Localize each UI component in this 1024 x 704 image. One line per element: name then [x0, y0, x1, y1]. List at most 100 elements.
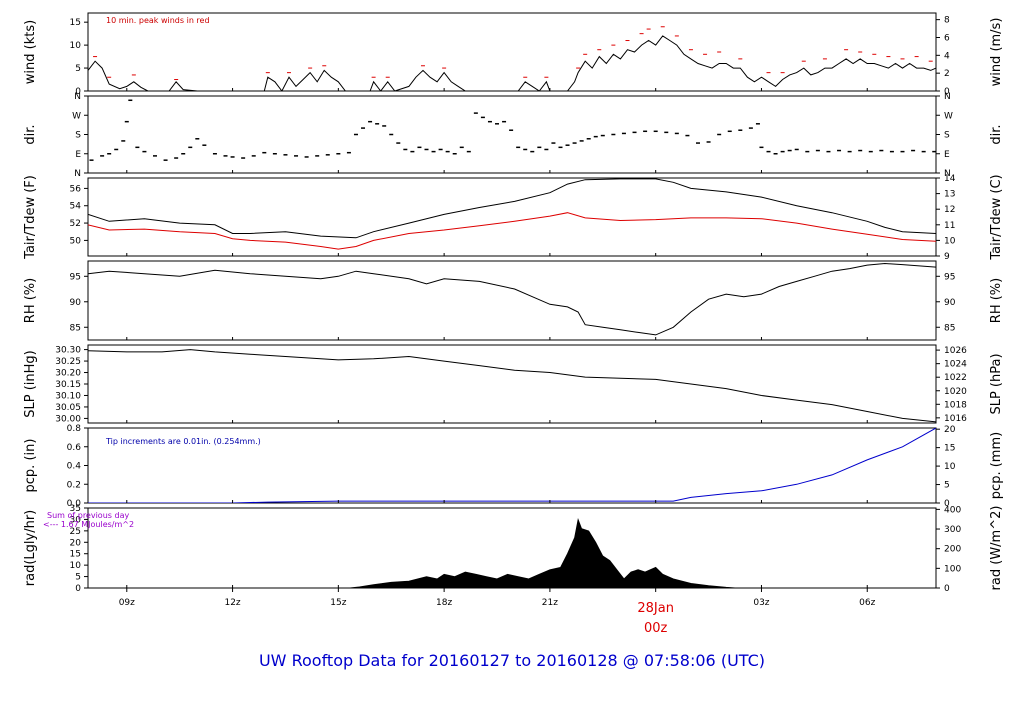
panel-frame: [87, 260, 937, 341]
panel-temp: 50 52 54 56 9 10 11 12 13 14 Tair/Tdew (F) Tair/Tde…: [23, 174, 1004, 262]
y-tick-label-left: 0: [75, 87, 81, 97]
y-tick-label-right: 15: [944, 444, 955, 454]
y-tick-label-right: 1026: [944, 346, 967, 356]
series-line-pcp: [88, 428, 936, 503]
y-axis-label-right: SLP (hPa): [989, 353, 1004, 414]
y-tick-label-left: W: [72, 111, 81, 121]
y-tick-label-left: 10: [70, 561, 82, 571]
y-tick-label-right: 200: [944, 545, 961, 555]
y-tick-label-left: 95: [70, 272, 81, 282]
y-tick-label-left: 0.6: [67, 443, 82, 453]
series-line-wind: [88, 35, 936, 91]
y-axis-label-left: SLP (inHg): [23, 350, 38, 418]
y-tick-label-right: N: [944, 92, 951, 102]
x-tick-label: 21z: [542, 598, 558, 608]
panel-rh-data: [88, 262, 936, 336]
y-tick-label-right: 20: [944, 425, 956, 435]
y-axis-label-right: dir.: [989, 124, 1004, 144]
y-tick-label-left: 0.8: [67, 424, 82, 434]
y-tick-label-left: S: [75, 131, 81, 141]
y-tick-label-left: 90: [70, 298, 82, 308]
y-tick-label-left: 0.4: [67, 462, 82, 472]
y-tick-label-right: 85: [944, 323, 955, 333]
y-tick-label-left: 30.15: [55, 380, 81, 390]
panel-rh: 85 90 95 85 90 95 RH (%) RH (%): [23, 260, 1004, 341]
date-label-day: 28Jan: [637, 601, 674, 616]
x-tick-label: 12z: [224, 598, 240, 608]
date-label-hour: 00z: [644, 621, 668, 636]
y-tick-label-left: 20: [70, 538, 82, 548]
rad-area: [88, 517, 936, 588]
pcp-annotation: Tip increments are 0.01in. (0.254mm.): [105, 437, 261, 446]
series-line-temp-tdew: [88, 212, 936, 250]
series-line-slp: [88, 349, 936, 423]
y-axis-label-right: Tair/Tdew (C): [989, 174, 1004, 260]
y-tick-label-left: 30.20: [55, 369, 81, 379]
y-tick-label-left: 15: [70, 550, 81, 560]
y-tick-label-left: 5: [75, 573, 81, 583]
y-tick-label-left: 52: [70, 219, 81, 229]
panel-frame: [87, 344, 937, 424]
y-tick-label-right: 10: [944, 236, 956, 246]
y-axis-label-left: RH (%): [23, 278, 38, 323]
y-tick-label-right: 1016: [944, 414, 967, 424]
y-tick-label-right: 8: [944, 16, 950, 26]
series-line-temp-tair: [88, 178, 936, 239]
panel-temp-data: [88, 178, 936, 250]
y-axis-label-right: wind (m/s): [989, 18, 1004, 87]
chart-title: UW Rooftop Data for 20160127 to 20160128…: [259, 651, 765, 670]
x-tick-label: 18z: [436, 598, 452, 608]
y-tick-label-right: 1022: [944, 373, 967, 383]
y-tick-label-right: 2: [944, 69, 950, 79]
y-tick-label-left: N: [74, 92, 81, 102]
y-tick-label-left: 56: [70, 184, 82, 194]
wind-annotation: 10 min. peak winds in red: [106, 16, 210, 25]
y-tick-label-left: 5: [75, 64, 81, 74]
y-tick-label-left: 30.05: [55, 403, 81, 413]
y-tick-label-left: E: [75, 150, 81, 160]
panel-frame: [87, 95, 937, 174]
y-tick-label-right: 0: [944, 584, 950, 594]
y-axis-label-left: rad(Lgly/hr): [23, 510, 38, 586]
panel-wind: 0 5 10 15 0 2 4 6 8 wind (kts) wind (m/s) 10 min. p…: [23, 12, 1004, 97]
y-tick-label-left: 30.00: [55, 414, 81, 424]
rad-annotation-line: <--- 1.67 MJoules/m^2: [43, 520, 134, 529]
y-tick-label-right: 0: [944, 499, 950, 509]
y-tick-label-right: 100: [944, 564, 961, 574]
y-tick-label-left: 0.2: [67, 480, 81, 490]
y-tick-label-right: 11: [944, 221, 955, 231]
y-axis-label-left: Tair/Tdew (F): [23, 175, 38, 260]
y-axis-label-right: RH (%): [989, 278, 1004, 323]
panel-pcp-data: [88, 428, 936, 503]
y-tick-label-left: 30: [70, 515, 82, 525]
panel-frame: [87, 12, 937, 92]
y-tick-label-right: W: [944, 111, 953, 121]
y-tick-label-right: 0: [944, 87, 950, 97]
y-tick-label-right: 10: [944, 462, 956, 472]
y-axis-label-left: dir.: [23, 124, 38, 144]
panel-dir-data: [89, 99, 936, 161]
x-tick-label: 09z: [119, 598, 135, 608]
y-tick-label-right: E: [944, 150, 950, 160]
y-tick-label-right: 1024: [944, 360, 967, 370]
y-tick-label-right: 90: [944, 298, 956, 308]
y-tick-label-left: 54: [70, 202, 82, 212]
y-tick-label-left: 10: [70, 41, 82, 51]
y-tick-label-right: 9: [944, 252, 950, 262]
y-tick-label-left: 30.10: [55, 391, 81, 401]
panel-frame: [87, 177, 937, 257]
panel-rad-data: [88, 517, 936, 588]
y-tick-label-left: 35: [70, 504, 81, 514]
y-tick-label-left: 25: [70, 527, 81, 537]
x-tick-label: 15z: [330, 598, 346, 608]
y-tick-label-right: 12: [944, 205, 955, 215]
x-tick-label: 06z: [859, 598, 875, 608]
y-tick-label-left: 30.30: [55, 346, 81, 356]
y-tick-label-left: N: [74, 169, 81, 179]
y-axis-label-left: wind (kts): [23, 20, 38, 84]
